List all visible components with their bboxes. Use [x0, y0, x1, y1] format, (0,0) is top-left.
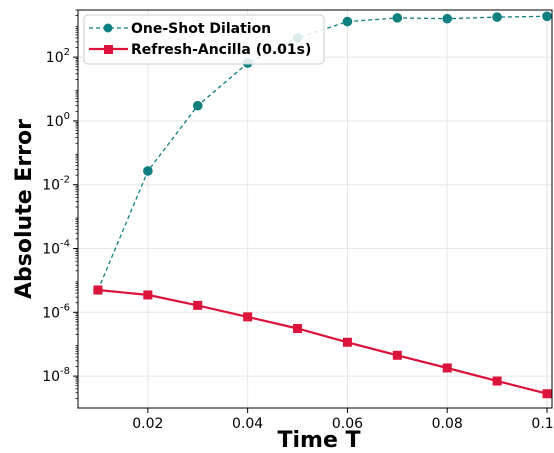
data-point-square	[193, 300, 203, 310]
y-tick-base: 10	[42, 178, 60, 194]
data-point-circle	[542, 11, 552, 22]
x-axis-title: Time T	[277, 428, 360, 453]
data-point-square	[492, 376, 502, 386]
legend-label-one-shot: One-Shot Dilation	[131, 21, 271, 37]
y-tick-exponent: 2	[64, 47, 70, 58]
y-tick-base: 10	[46, 50, 64, 66]
legend-marker-one-shot	[103, 23, 113, 33]
data-point-circle	[192, 100, 203, 111]
axis-ticks: 0.020.040.060.080.1010-810-610-410-21001…	[42, 9, 554, 432]
y-tick-exponent: -8	[60, 366, 70, 377]
x-tick-label: 0.04	[232, 416, 263, 432]
legend: One-Shot Dilation Refresh-Ancilla (0.01s…	[83, 14, 325, 65]
y-tick-label: 10-6	[42, 302, 70, 321]
y-tick-label: 10-2	[42, 175, 70, 194]
legend-marker-refresh-ancilla	[104, 45, 113, 54]
y-tick-exponent: -4	[60, 239, 70, 250]
data-point-square	[243, 312, 253, 322]
y-tick-base: 10	[42, 242, 60, 258]
data-point-square	[342, 337, 352, 347]
data-point-square	[293, 324, 303, 334]
y-tick-base: 10	[42, 369, 60, 385]
y-tick-exponent: -2	[60, 175, 70, 186]
data-point-circle	[492, 12, 502, 22]
x-tick-label: 0.10	[531, 416, 554, 432]
legend-frame	[83, 14, 325, 65]
plot-series	[93, 11, 552, 399]
y-tick-exponent: -6	[60, 302, 70, 313]
y-tick-label: 100	[46, 111, 70, 130]
data-point-square	[143, 290, 153, 300]
y-tick-base: 10	[42, 305, 60, 321]
data-point-circle	[342, 16, 353, 27]
y-tick-label: 10-4	[42, 239, 70, 258]
data-point-square	[93, 285, 103, 295]
y-tick-label: 102	[46, 47, 70, 66]
data-point-circle	[143, 166, 153, 176]
series-1	[93, 285, 552, 399]
grid	[78, 10, 552, 408]
x-tick-label: 0.08	[432, 416, 463, 432]
data-point-circle	[392, 13, 403, 23]
plot-frame	[77, 9, 553, 409]
y-tick-label: 10-8	[42, 366, 70, 385]
series-line	[97, 288, 548, 395]
y-tick-exponent: 0	[64, 111, 70, 122]
data-point-circle	[442, 13, 453, 24]
data-point-square	[442, 363, 452, 373]
y-axis-title: Absolute Error	[12, 119, 37, 299]
y-tick-base: 10	[46, 114, 64, 130]
data-point-square	[392, 350, 402, 360]
data-point-square	[542, 389, 552, 399]
x-tick-label: 0.02	[132, 416, 163, 432]
legend-label-refresh-ancilla: Refresh-Ancilla (0.01s)	[131, 42, 311, 58]
x-tick-label: 0.06	[332, 416, 363, 432]
